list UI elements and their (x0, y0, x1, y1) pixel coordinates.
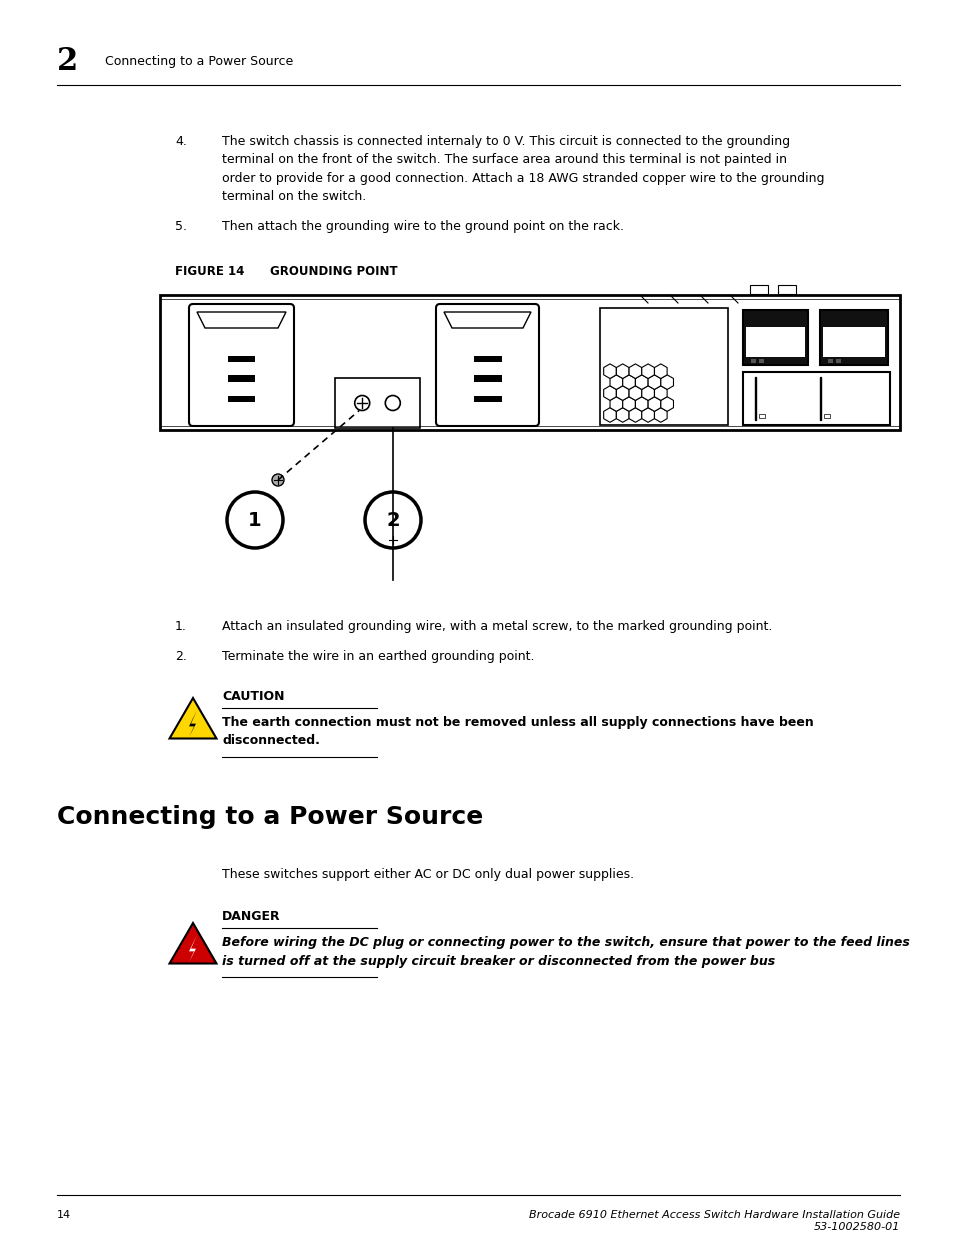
Polygon shape (170, 923, 216, 963)
Bar (160, 295, 899, 430)
Circle shape (272, 474, 284, 487)
FancyBboxPatch shape (189, 304, 294, 426)
Text: Connecting to a Power Source: Connecting to a Power Source (105, 56, 293, 68)
Text: GROUNDING POINT: GROUNDING POINT (270, 266, 397, 278)
Text: order to provide for a good connection. Attach a 18 AWG stranded copper wire to : order to provide for a good connection. … (222, 172, 823, 185)
Polygon shape (196, 312, 286, 329)
Text: Terminate the wire in an earthed grounding point.: Terminate the wire in an earthed groundi… (222, 650, 534, 663)
FancyBboxPatch shape (436, 304, 538, 426)
Text: The earth connection must not be removed unless all supply connections have been: The earth connection must not be removed… (222, 716, 813, 729)
Text: 1.: 1. (174, 620, 187, 634)
Bar (827, 358, 832, 363)
Bar (335, 378, 419, 429)
Text: FIGURE 14: FIGURE 14 (174, 266, 244, 278)
Text: 4.: 4. (174, 135, 187, 148)
Text: CAUTION: CAUTION (222, 690, 284, 703)
Text: terminal on the front of the switch. The surface area around this terminal is no: terminal on the front of the switch. The… (222, 153, 786, 167)
Text: 2.: 2. (174, 650, 187, 663)
Bar (473, 356, 501, 362)
Bar (473, 395, 501, 403)
Text: DANGER: DANGER (222, 910, 280, 923)
Polygon shape (443, 312, 531, 329)
Text: terminal on the switch.: terminal on the switch. (222, 190, 366, 204)
Bar (227, 375, 255, 382)
Text: disconnected.: disconnected. (222, 735, 319, 747)
Text: 14: 14 (57, 1210, 71, 1220)
Bar (820, 310, 887, 366)
Bar (473, 375, 501, 382)
Bar (778, 285, 795, 294)
Bar (227, 395, 255, 403)
Polygon shape (170, 698, 216, 739)
Bar (599, 308, 727, 425)
Text: 2: 2 (386, 510, 399, 530)
Bar (823, 414, 829, 417)
Circle shape (355, 395, 370, 410)
Text: 1: 1 (248, 510, 261, 530)
Text: Connecting to a Power Source: Connecting to a Power Source (57, 805, 483, 829)
Bar (835, 358, 841, 363)
Bar (745, 327, 804, 357)
Bar (759, 414, 764, 417)
Text: Brocade 6910 Ethernet Access Switch Hardware Installation Guide: Brocade 6910 Ethernet Access Switch Hard… (528, 1210, 899, 1220)
Text: These switches support either AC or DC only dual power supplies.: These switches support either AC or DC o… (222, 868, 634, 881)
Text: Attach an insulated grounding wire, with a metal screw, to the marked grounding : Attach an insulated grounding wire, with… (222, 620, 772, 634)
Polygon shape (189, 710, 196, 737)
Bar (227, 356, 255, 362)
Bar (822, 327, 884, 357)
Text: 53-1002580-01: 53-1002580-01 (813, 1221, 899, 1233)
Bar (750, 358, 755, 363)
Circle shape (227, 492, 283, 548)
Bar (749, 285, 767, 294)
Bar (759, 358, 763, 363)
Text: is turned off at the supply circuit breaker or disconnected from the power bus: is turned off at the supply circuit brea… (222, 955, 775, 967)
Circle shape (387, 535, 398, 546)
Circle shape (385, 395, 400, 410)
Polygon shape (189, 935, 196, 962)
Text: Then attach the grounding wire to the ground point on the rack.: Then attach the grounding wire to the gr… (222, 220, 623, 233)
Bar (742, 310, 807, 366)
Circle shape (365, 492, 420, 548)
Text: Before wiring the DC plug or connecting power to the switch, ensure that power t: Before wiring the DC plug or connecting … (222, 936, 909, 948)
Text: 2: 2 (57, 47, 78, 78)
Text: The switch chassis is connected internaly to 0 V. This circuit is connected to t: The switch chassis is connected internal… (222, 135, 789, 148)
Text: 5.: 5. (174, 220, 187, 233)
Bar (742, 372, 889, 425)
